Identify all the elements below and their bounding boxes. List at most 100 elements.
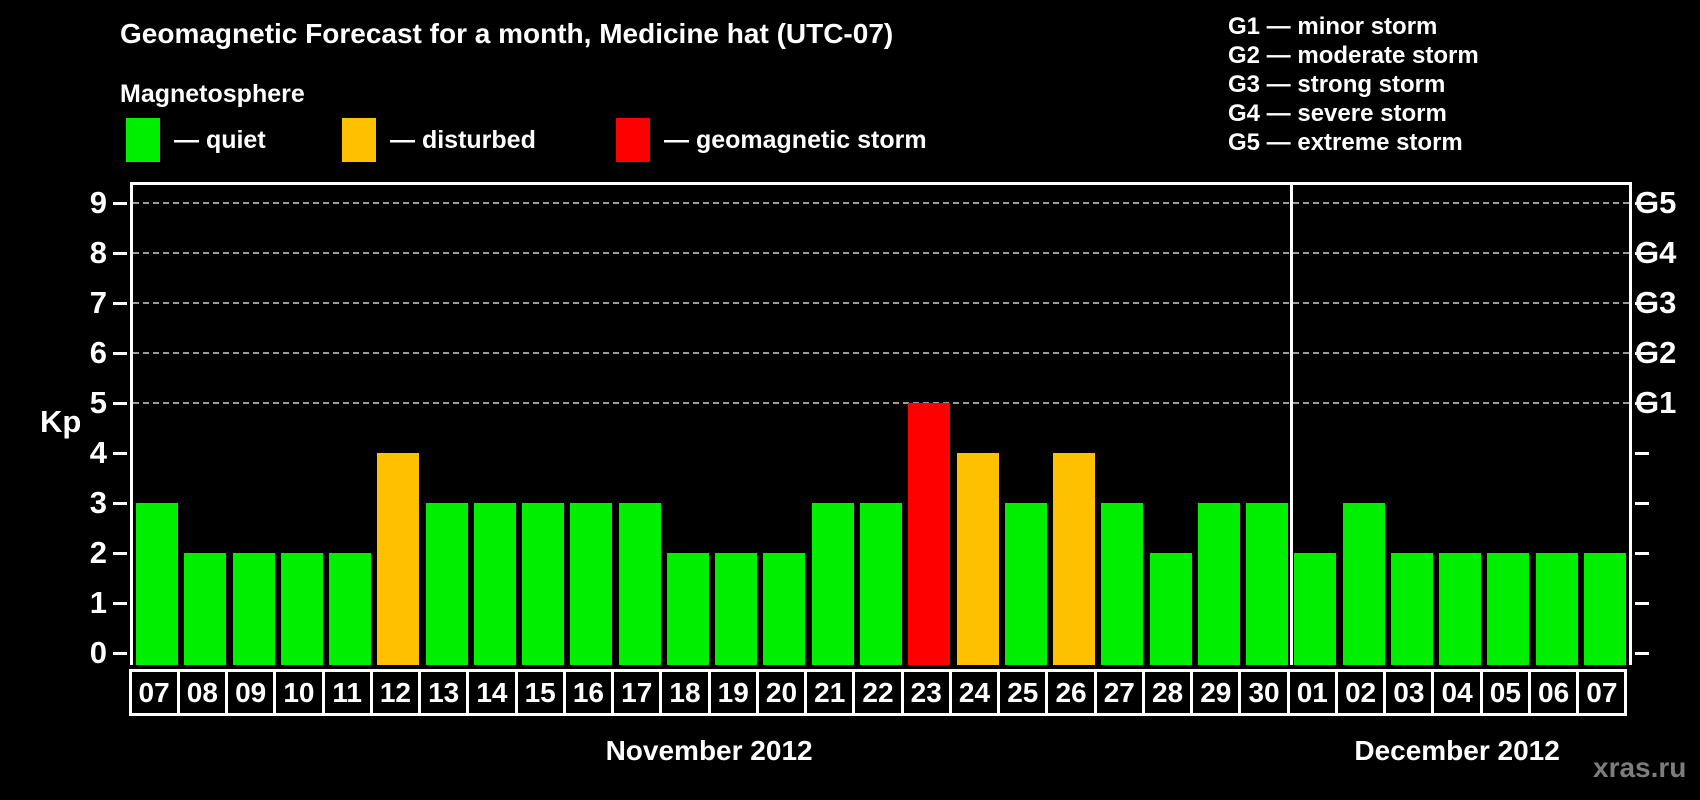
y-tick-right-6 <box>1635 352 1649 355</box>
legend-item-disturbed: — disturbed <box>342 118 536 162</box>
kp-bar-day-01 <box>1294 553 1337 665</box>
kp-bar-day-15 <box>522 503 565 665</box>
y-tick-left-1 <box>113 602 127 605</box>
y-tick-label-9: 9 <box>89 185 107 220</box>
day-label-cell: 14 <box>466 669 518 716</box>
day-label-cell: 13 <box>418 669 470 716</box>
gridline-kp9 <box>133 202 1629 204</box>
y-tick-left-9 <box>113 202 127 205</box>
day-label-cell: 06 <box>1527 669 1580 716</box>
month-label: November 2012 <box>605 735 813 766</box>
y-tick-right-1 <box>1635 602 1649 605</box>
day-label-cell: 26 <box>1045 669 1097 716</box>
g-level-label-g3: G3 <box>1635 285 1677 320</box>
disturbed-color-swatch <box>342 118 376 162</box>
day-label-cell: 30 <box>1238 669 1290 716</box>
g-level-label-g2: G2 <box>1635 335 1677 370</box>
g-scale-line-4: G4 — severe storm <box>1228 100 1447 127</box>
day-label-cell: 21 <box>804 669 856 716</box>
kp-bar-day-05 <box>1487 553 1530 665</box>
day-label-cell: 15 <box>514 669 566 716</box>
day-label-cell: 02 <box>1334 669 1387 716</box>
kp-bar-day-04 <box>1439 553 1482 665</box>
y-tick-label-7: 7 <box>89 285 107 320</box>
kp-bar-day-18 <box>666 553 709 665</box>
g-level-label-g1: G1 <box>1635 385 1677 420</box>
kp-bar-day-06 <box>1535 553 1578 665</box>
day-label-cell: 29 <box>1190 669 1242 716</box>
watermark: xras.ru <box>1593 752 1687 783</box>
kp-bar-day-17 <box>618 503 661 665</box>
g-level-label-g5: G5 <box>1635 185 1677 220</box>
kp-bar-day-19 <box>715 553 758 665</box>
kp-bar-day-03 <box>1390 553 1433 665</box>
kp-bar-day-25 <box>1004 503 1047 665</box>
day-label-cell: 25 <box>997 669 1049 716</box>
day-label-cell: 20 <box>755 669 808 716</box>
kp-bar-day-28 <box>1149 553 1192 665</box>
gridline-kp8 <box>133 252 1629 254</box>
legend-item-quiet: — quiet <box>126 118 266 162</box>
y-tick-right-2 <box>1635 552 1649 555</box>
kp-bar-day-02 <box>1342 503 1385 665</box>
kp-bar-day-29 <box>1197 503 1240 665</box>
day-label-cell: 11 <box>321 669 373 716</box>
legend-label-storm: — geomagnetic storm <box>664 125 927 154</box>
y-tick-right-3 <box>1635 502 1649 505</box>
day-label-cell: 17 <box>611 669 663 716</box>
y-tick-left-7 <box>113 302 127 305</box>
kp-bar-day-30 <box>1246 503 1289 665</box>
kp-bar-day-23 <box>908 403 951 665</box>
y-tick-left-4 <box>113 452 127 455</box>
day-label-cell: 22 <box>852 669 904 716</box>
kp-bar-day-10 <box>280 553 323 665</box>
y-tick-right-5 <box>1635 402 1649 405</box>
legend-label-quiet: — quiet <box>174 125 266 154</box>
y-tick-label-3: 3 <box>89 485 107 520</box>
gridline-kp6 <box>133 352 1629 354</box>
plot-area: 0 1 2 3 4 5 6 7 8 9 G1 G2 G3 G4 G5 <box>90 182 1676 668</box>
kp-bar-day-13 <box>425 503 468 665</box>
chart-title: Geomagnetic Forecast for a month, Medici… <box>120 18 894 49</box>
y-tick-right-0 <box>1635 652 1649 655</box>
kp-bar-day-26 <box>1053 453 1096 665</box>
day-label-cell: 08 <box>176 669 228 716</box>
day-label-cell: 03 <box>1383 669 1435 716</box>
kp-bar-day-27 <box>1101 503 1144 665</box>
y-tick-label-5: 5 <box>89 385 107 420</box>
y-tick-label-1: 1 <box>89 585 107 620</box>
kp-bar-day-08 <box>184 553 227 665</box>
g-scale-legend: G1 — minor storm G2 — moderate storm G3 — … <box>1228 12 1479 157</box>
day-label-cell: 18 <box>659 669 711 716</box>
storm-color-swatch <box>616 118 650 162</box>
y-tick-label-6: 6 <box>89 335 107 370</box>
day-label-cell: 19 <box>707 669 759 716</box>
g-scale-line-5: G5 — extreme storm <box>1228 129 1463 156</box>
day-label-cell: 05 <box>1479 669 1531 716</box>
y-tick-left-2 <box>113 552 127 555</box>
kp-bar-day-21 <box>811 503 854 665</box>
quiet-color-swatch <box>126 118 160 162</box>
day-label-cell: 04 <box>1431 669 1483 716</box>
magnetosphere-label: Magnetosphere <box>120 80 305 108</box>
y-tick-right-4 <box>1635 452 1649 455</box>
kp-bar-day-20 <box>763 553 806 665</box>
y-tick-label-8: 8 <box>89 235 107 270</box>
legend-item-storm: — geomagnetic storm <box>616 118 927 162</box>
g-scale-line-2: G2 — moderate storm <box>1228 42 1479 69</box>
g-level-label-g4: G4 <box>1635 235 1677 270</box>
y-tick-left-0 <box>113 652 127 655</box>
kp-bar-day-16 <box>570 503 613 665</box>
kp-bar-day-22 <box>860 503 902 665</box>
kp-bar-day-07 <box>136 503 179 665</box>
day-label-cell: 16 <box>562 669 615 716</box>
y-tick-right-7 <box>1635 302 1649 305</box>
kp-bar-day-12 <box>377 453 420 665</box>
day-label-cell: 28 <box>1141 669 1194 716</box>
y-tick-right-8 <box>1635 252 1649 255</box>
day-label-cell: 12 <box>369 669 422 716</box>
day-label-cell: 07 <box>1576 669 1628 716</box>
kp-bar-day-07 <box>1583 553 1626 665</box>
y-tick-right-9 <box>1635 202 1649 205</box>
